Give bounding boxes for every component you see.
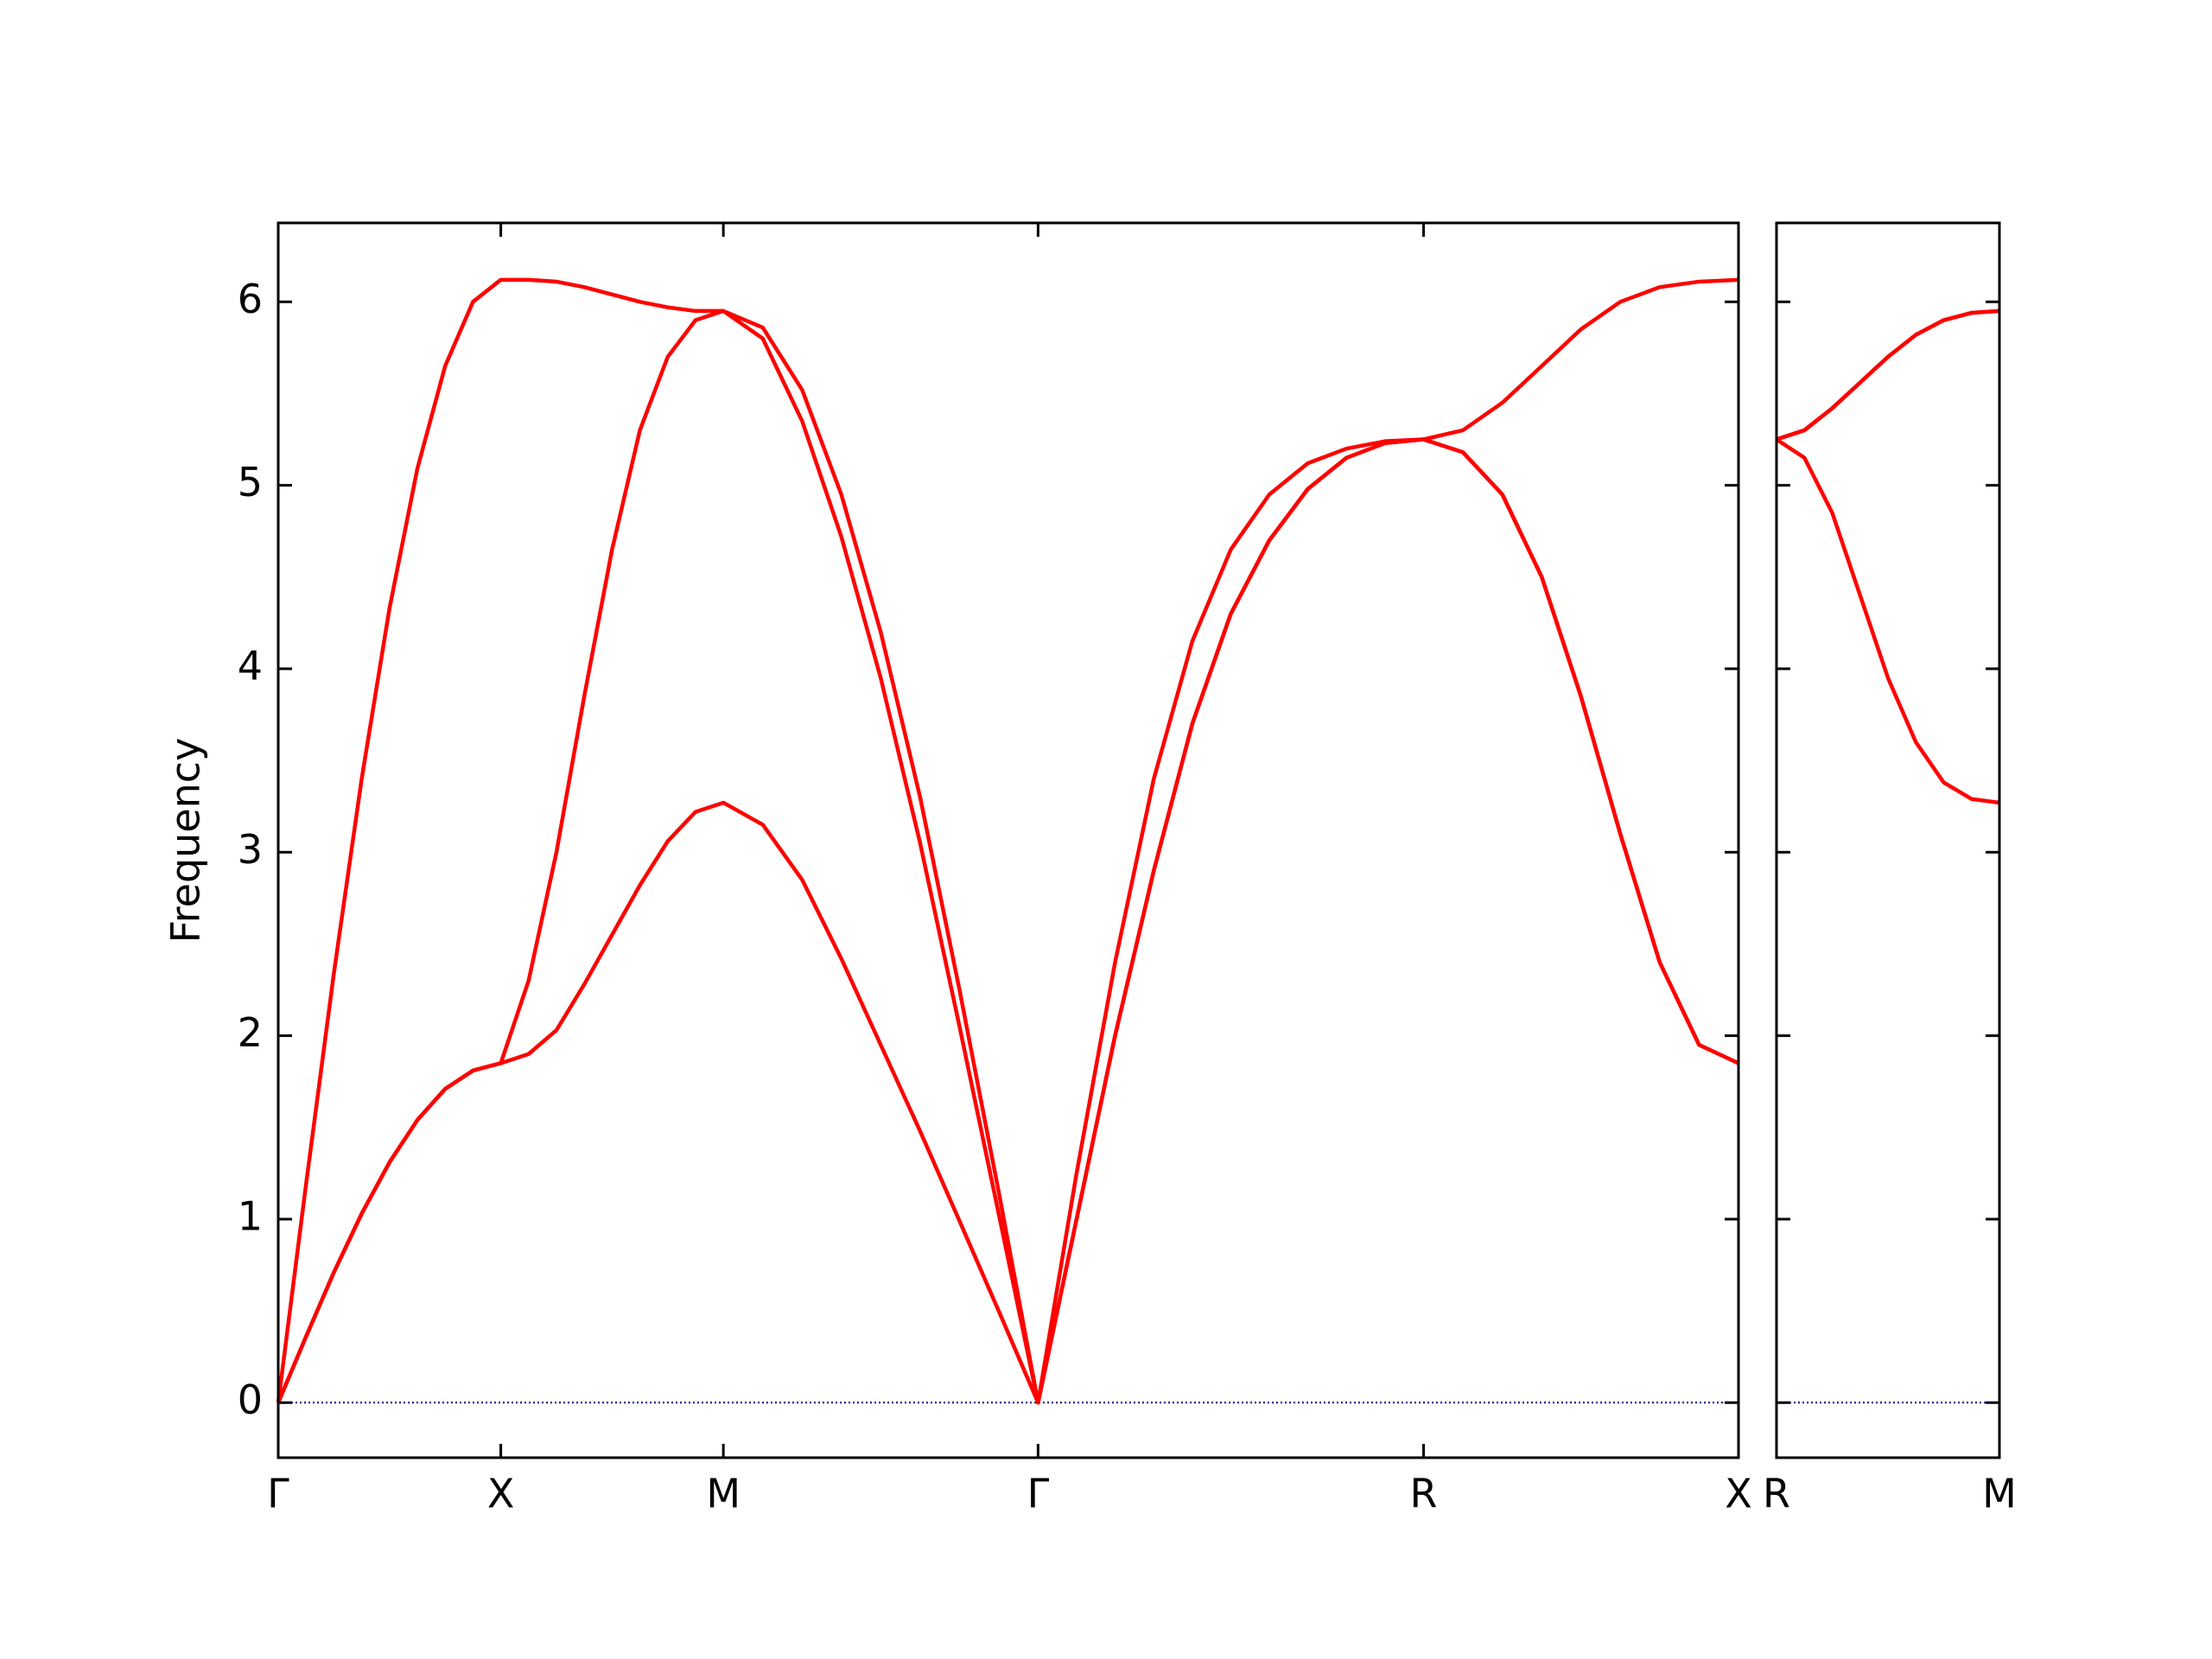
y-axis-label: Frequency [162,738,209,944]
band-line [1776,308,2000,442]
band-line [276,277,1739,1405]
panel: 0 1 2 3 4 5 6 Γ X M Γ R X Frequency [162,221,1752,1517]
plot-frame [276,221,1740,1459]
y-tick-label: 3 [238,826,263,873]
x-tick-label: X [1725,1471,1752,1517]
x-tick-label: M [1982,1471,2017,1517]
x-tick-label: Γ [267,1471,289,1517]
x-tick-label: M [706,1471,741,1517]
y-tick-label: 6 [238,276,263,322]
band-line [1776,308,2000,442]
x-tick-label: X [487,1471,515,1517]
y-tick-label: 5 [238,459,263,505]
band-line [1775,437,2000,805]
y-tick-label: 4 [238,642,263,689]
y-tick-label: 0 [238,1376,263,1423]
y-tick-label: 1 [238,1192,263,1239]
plot-frame [1775,221,2001,1459]
x-tick-label: R [1410,1471,1438,1517]
y-tick-label: 2 [238,1009,263,1056]
band-line [276,308,1739,1405]
x-tick-label: R [1763,1471,1790,1517]
x-tick-label: Γ [1027,1471,1050,1517]
